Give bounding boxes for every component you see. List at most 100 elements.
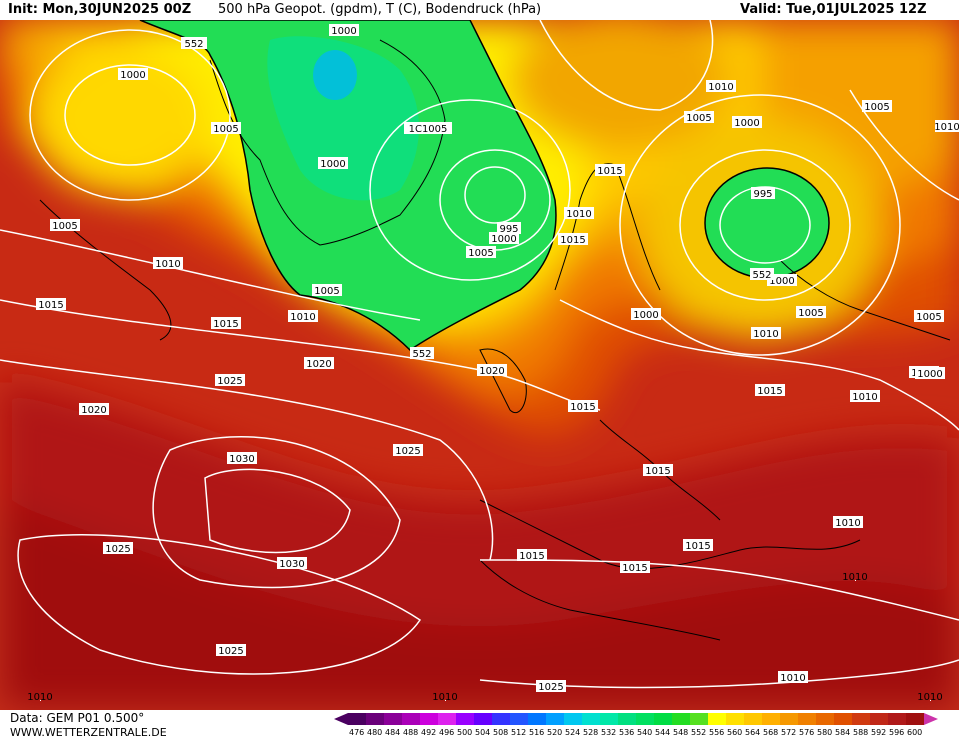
legend-tick-label: 480 <box>367 728 382 737</box>
map-title: 500 hPa Geopot. (gpdm), T (C), Bodendruc… <box>218 2 542 17</box>
isobar-label: 552 <box>181 37 207 50</box>
isobar-label: 1000 <box>767 274 797 287</box>
svg-text:1010: 1010 <box>432 692 457 703</box>
svg-text:1025: 1025 <box>538 682 563 693</box>
isobar-labels: 552 1000 1000 1005 1C1005 1000 995 1000 … <box>27 24 959 703</box>
svg-text:1005: 1005 <box>314 286 339 297</box>
svg-text:1025: 1025 <box>105 544 130 555</box>
legend-tick-label: 564 <box>745 728 760 737</box>
legend-swatch <box>906 713 924 725</box>
init-time: Init: Mon,30JUN2025 00Z <box>8 2 192 17</box>
legend-arrow-right <box>924 713 938 725</box>
legend-tick-label: 532 <box>601 728 616 737</box>
legend-swatch <box>636 713 654 725</box>
isobar-label: 1025 <box>216 644 246 657</box>
legend-tick-label: 528 <box>583 728 598 737</box>
legend-tick-label: 536 <box>619 728 634 737</box>
isobar-label: 1010 <box>432 692 457 703</box>
legend-swatch <box>690 713 708 725</box>
isobar-label: 552 <box>410 347 434 360</box>
isobar-label: 995 <box>497 222 521 235</box>
legend-swatch <box>600 713 618 725</box>
svg-text:1015: 1015 <box>645 466 670 477</box>
svg-text:1015: 1015 <box>213 319 238 330</box>
legend-swatch <box>564 713 582 725</box>
isobar-label: 1005 <box>862 100 892 113</box>
isobar-label: 1005 <box>684 111 714 124</box>
header-bar: Init: Mon,30JUN2025 00Z 500 hPa Geopot. … <box>0 0 959 20</box>
legend-tick-label: 572 <box>781 728 796 737</box>
svg-text:1025: 1025 <box>218 646 243 657</box>
svg-text:1010: 1010 <box>566 209 591 220</box>
isobar-label: 995 <box>751 187 775 200</box>
isobar-label: 1015 <box>36 298 66 311</box>
isobar-label: 1005 <box>50 219 80 232</box>
legend-tick-label: 584 <box>835 728 850 737</box>
legend-tick-label: 492 <box>421 728 436 737</box>
svg-text:1015: 1015 <box>757 386 782 397</box>
svg-text:995: 995 <box>499 224 518 235</box>
svg-text:1005: 1005 <box>798 308 823 319</box>
svg-text:1010: 1010 <box>934 122 959 133</box>
svg-text:1020: 1020 <box>306 359 331 370</box>
isobar-label: 552 <box>750 268 774 281</box>
legend-tick-label: 512 <box>511 728 526 737</box>
website-credit: WWW.WETTERZENTRALE.DE <box>10 726 167 739</box>
legend-tick-label: 516 <box>529 728 544 737</box>
legend-tick-label: 560 <box>727 728 742 737</box>
legend-swatch <box>870 713 888 725</box>
legend-swatch <box>726 713 744 725</box>
isobar-label: 1015 <box>595 164 625 177</box>
isobar-label: 1000 <box>915 367 945 380</box>
legend-tick-label: 540 <box>637 728 652 737</box>
isobar-label: 1030 <box>227 452 257 465</box>
svg-text:1025: 1025 <box>395 446 420 457</box>
legend-swatch <box>816 713 834 725</box>
footer-bar: Data: GEM P01 0.500° WWW.WETTERZENTRALE.… <box>0 710 959 741</box>
legend-swatch <box>348 713 366 725</box>
legend-tick-label: 504 <box>475 728 490 737</box>
legend-swatch <box>852 713 870 725</box>
isobar-label: 1005 <box>211 122 241 135</box>
svg-text:995: 995 <box>753 189 772 200</box>
legend-swatch <box>528 713 546 725</box>
isobar-label: 1020 <box>79 403 109 416</box>
svg-text:1015: 1015 <box>622 563 647 574</box>
isobar-label: 1015 <box>620 561 650 574</box>
isobar-label: 1010 <box>850 390 880 403</box>
legend-tick-label: 544 <box>655 728 670 737</box>
legend-tick-label: 576 <box>799 728 814 737</box>
svg-text:1000: 1000 <box>491 234 516 245</box>
isobar-label: 1010 <box>917 692 942 703</box>
isobar-label: 1015 <box>568 400 598 413</box>
legend-tick-label: 580 <box>817 728 832 737</box>
svg-text:1000: 1000 <box>320 159 345 170</box>
legend-swatch <box>420 713 438 725</box>
isobar-label: 1015 <box>558 233 588 246</box>
svg-text:1005: 1005 <box>864 102 889 113</box>
isobar-label: 1010 <box>564 207 594 220</box>
svg-text:1025: 1025 <box>217 376 242 387</box>
legend-swatch <box>780 713 798 725</box>
legend-tick-label: 496 <box>439 728 454 737</box>
legend-tick-label: 488 <box>403 728 418 737</box>
legend-swatch <box>546 713 564 725</box>
isobar-label: 1010 <box>288 310 318 323</box>
isobar-label: 1020 <box>304 357 334 370</box>
legend-swatch <box>798 713 816 725</box>
svg-text:1000: 1000 <box>633 310 658 321</box>
legend-arrow-left <box>334 713 348 725</box>
svg-text:1015: 1015 <box>519 551 544 562</box>
legend-swatch <box>672 713 690 725</box>
svg-text:1005: 1005 <box>52 221 77 232</box>
isobar-label: 1010 <box>751 327 781 340</box>
svg-text:1000: 1000 <box>734 118 759 129</box>
legend-swatch <box>654 713 672 725</box>
isobar-label: 1005 <box>796 306 826 319</box>
valid-time: Valid: Tue,01JUL2025 12Z <box>740 2 927 17</box>
isobar-label: 1005 <box>466 246 496 259</box>
legend-swatch <box>708 713 726 725</box>
isobar-label: 1000 <box>732 116 762 129</box>
legend-tick-label: 592 <box>871 728 886 737</box>
isobar-label: 1025 <box>215 374 245 387</box>
